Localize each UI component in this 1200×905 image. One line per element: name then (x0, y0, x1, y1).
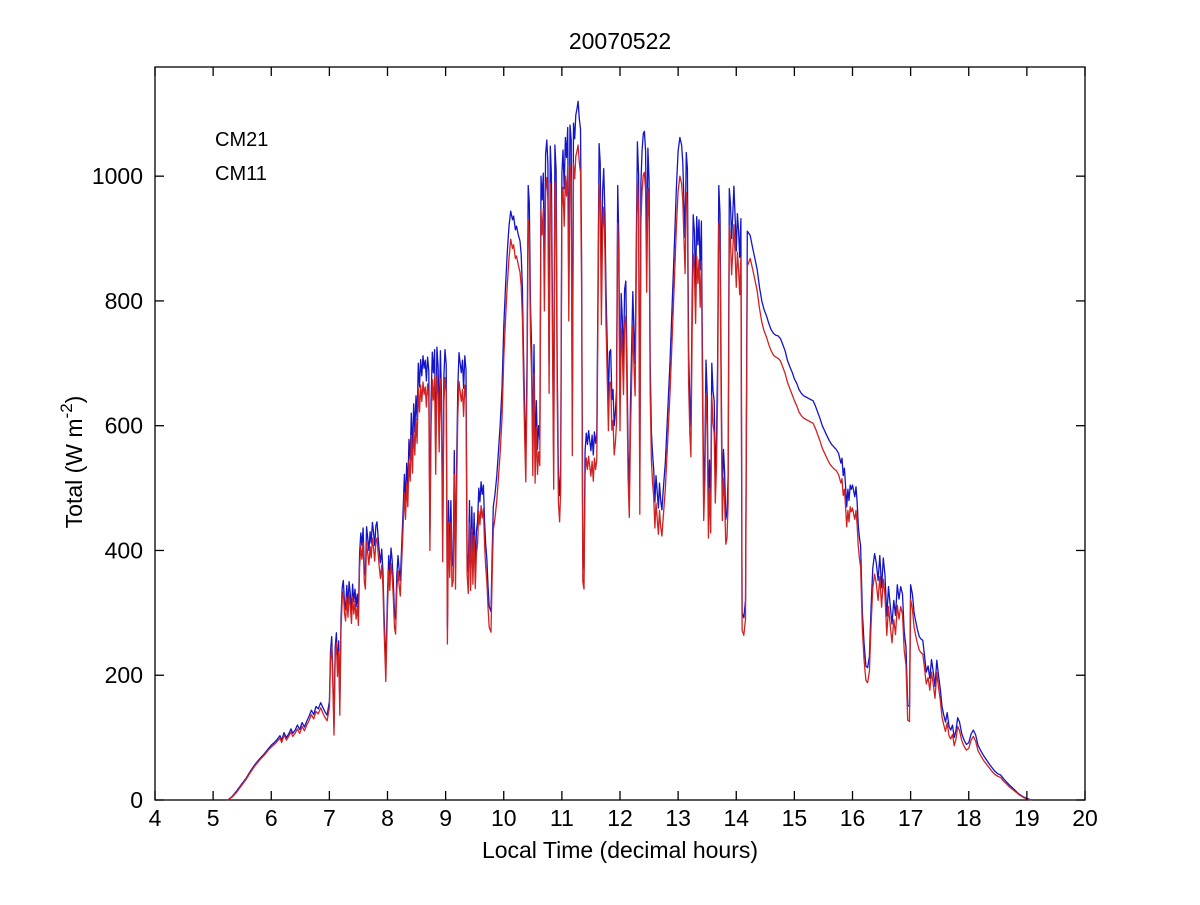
y-tick-label: 600 (105, 413, 143, 439)
x-tick-label: 9 (439, 805, 452, 831)
axis-tick-labels: 4 5 6 7 8 9 10 11 12 13 14 15 16 17 18 19 20020040060080… (92, 163, 1098, 831)
x-tick-label: 10 (491, 805, 517, 831)
y-tick-label: 1000 (92, 163, 143, 189)
x-tick-label: 17 (898, 805, 924, 831)
x-tick-label: 16 (840, 805, 866, 831)
y-tick-label: 0 (130, 787, 143, 813)
x-tick-label: 7 (323, 805, 336, 831)
x-axis-label: Local Time (decimal hours) (482, 837, 758, 863)
x-tick-label: 5 (207, 805, 220, 831)
series-line-cm11 (227, 144, 1032, 801)
y-tick-label: 800 (105, 288, 143, 314)
legend-label-cm21: CM21 (215, 129, 268, 151)
x-tick-label: 12 (607, 805, 633, 831)
y-tick-label: 200 (105, 662, 143, 688)
x-tick-label: 19 (1014, 805, 1040, 831)
x-tick-label: 6 (265, 805, 278, 831)
x-tick-label: 8 (381, 805, 394, 831)
series-lines (227, 100, 1032, 801)
chart-title: 20070522 (569, 28, 671, 54)
x-tick-label: 14 (723, 805, 749, 831)
axis-ticks (154, 67, 1086, 801)
x-tick-label: 18 (956, 805, 982, 831)
x-tick-label: 20 (1072, 805, 1098, 831)
x-tick-label: 11 (550, 805, 574, 831)
x-tick-label: 4 (149, 805, 162, 831)
x-tick-label: 13 (665, 805, 691, 831)
y-tick-label: 400 (105, 537, 143, 563)
legend-label-cm11: CM11 (215, 163, 267, 185)
y-axis-label: Total (W m-2) (57, 396, 87, 529)
x-tick-label: 15 (782, 805, 808, 831)
